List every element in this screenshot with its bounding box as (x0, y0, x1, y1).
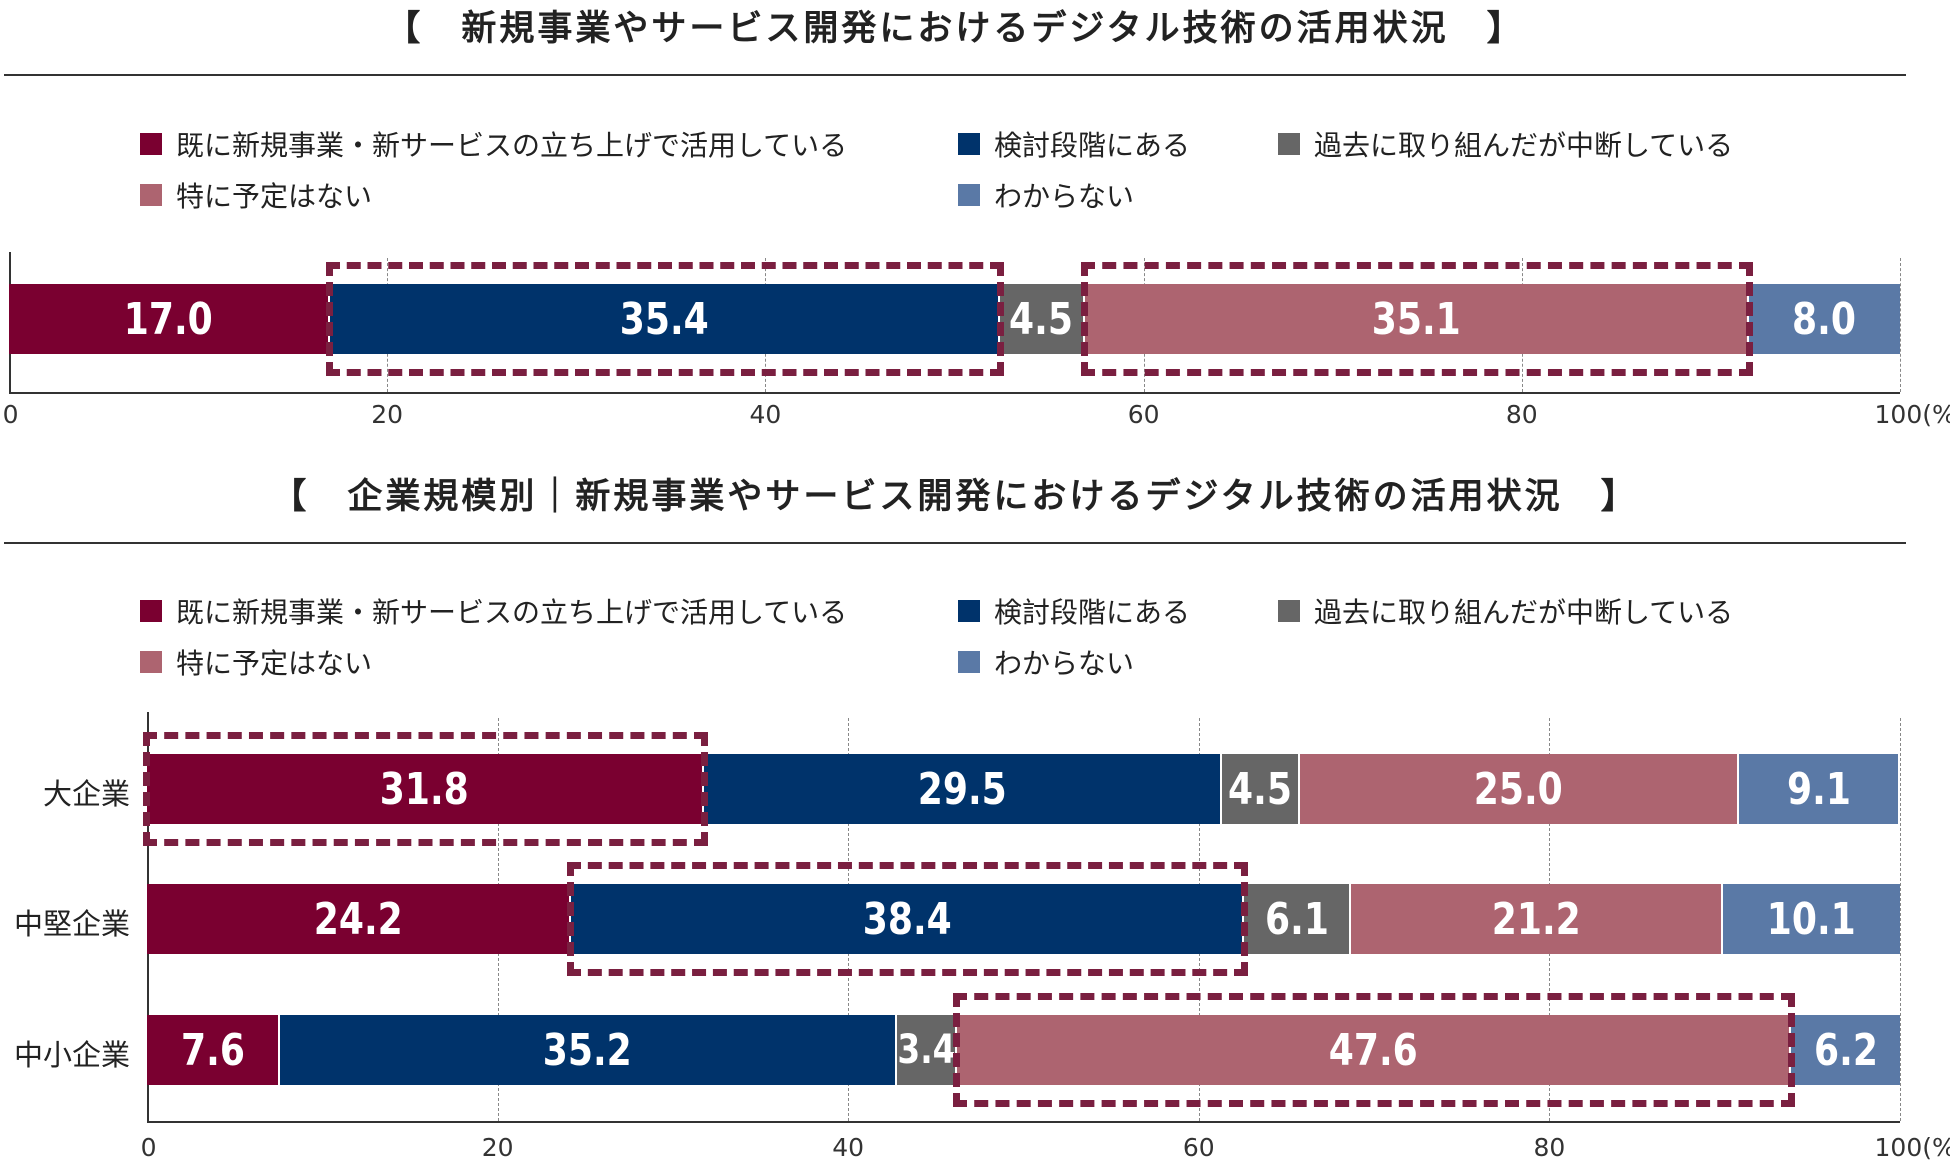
legend-item: 過去に取り組んだが中断している (1278, 124, 1733, 164)
x-tick-label: 60 (1182, 1133, 1215, 1162)
legend-label: 特に予定はない (176, 647, 373, 680)
legend-swatch (140, 651, 162, 673)
bar-segment: 17.0 (9, 284, 331, 354)
x-tick-label: 20 (371, 400, 404, 429)
gridline (1900, 258, 1901, 392)
bar-segment: 6.1 (1244, 884, 1352, 954)
data-label: 38.4 (862, 893, 952, 945)
chart-title: 【 新規事業やサービス開発におけるデジタル技術の活用状況 】 (385, 9, 1525, 49)
bar-segment: 25.0 (1300, 754, 1739, 824)
title-divider (4, 74, 1906, 76)
data-label: 29.5 (917, 763, 1007, 815)
data-label: 6.2 (1813, 1024, 1878, 1076)
bar-segment: 38.4 (571, 884, 1245, 954)
legend-label: 特に予定はない (176, 180, 373, 213)
data-label: 4.5 (1228, 763, 1292, 815)
legend-swatch (140, 600, 162, 622)
bar-segment: 29.5 (704, 754, 1222, 824)
category-label: 中小企業 (13, 1038, 130, 1072)
category-label: 大企業 (42, 777, 130, 811)
bar-segment: 4.5 (999, 284, 1085, 354)
data-label: 35.4 (619, 293, 709, 345)
legend-swatch (958, 133, 980, 155)
data-label: 31.8 (380, 763, 470, 815)
legend-label: わからない (994, 647, 1135, 680)
category-label: 中堅企業 (13, 907, 130, 941)
legend-label: わからない (994, 180, 1135, 213)
bar-segment: 8.0 (1748, 284, 1900, 354)
bar-segment: 47.6 (956, 1015, 1792, 1085)
chart-title: 【 企業規模別｜新規事業やサービス開発におけるデジタル技術の活用状況 】 (271, 477, 1639, 517)
legend-swatch (140, 133, 162, 155)
bar-segment: 10.1 (1722, 884, 1900, 954)
legend-item: わからない (958, 175, 1134, 215)
bar-segment: 6.2 (1791, 1015, 1900, 1085)
bar-segment: 4.5 (1221, 754, 1301, 824)
legend-item: わからない (958, 642, 1134, 682)
data-label: 25.0 (1474, 763, 1564, 815)
legend-item: 既に新規事業・新サービスの立ち上げで活用している (140, 591, 847, 631)
data-label: 10.1 (1766, 893, 1856, 945)
x-axis-line (9, 392, 1900, 394)
legend-item: 検討段階にある (958, 124, 1190, 164)
x-tick-label: 40 (832, 1133, 865, 1162)
x-tick-label: 20 (481, 1133, 514, 1162)
legend-label: 検討段階にある (994, 596, 1191, 629)
legend-swatch (958, 184, 980, 206)
data-label: 35.1 (1371, 293, 1461, 345)
legend-item: 特に予定はない (140, 642, 372, 682)
x-tick-label: 80 (1533, 1133, 1566, 1162)
bar-segment: 31.8 (147, 754, 705, 824)
bar-segment: 9.1 (1738, 754, 1899, 824)
bar-segment: 35.4 (330, 284, 1000, 354)
x-tick-label: 60 (1127, 400, 1160, 429)
legend-label: 既に新規事業・新サービスの立ち上げで活用している (176, 129, 848, 162)
data-label: 3.4 (897, 1027, 956, 1073)
x-tick-label: 100(%) (1874, 400, 1950, 429)
data-label: 4.5 (1009, 293, 1074, 345)
gridline (1900, 718, 1901, 1121)
bar-segment: 7.6 (147, 1015, 281, 1085)
data-label: 9.1 (1786, 763, 1851, 815)
legend-label: 過去に取り組んだが中断している (1314, 129, 1734, 162)
data-label: 17.0 (124, 293, 214, 345)
legend-item: 検討段階にある (958, 591, 1190, 631)
x-tick-label: 100(%) (1874, 1133, 1950, 1162)
legend-swatch (140, 184, 162, 206)
x-tick-label: 80 (1505, 400, 1538, 429)
legend-item: 過去に取り組んだが中断している (1278, 591, 1733, 631)
legend-swatch (1278, 600, 1300, 622)
legend-item: 既に新規事業・新サービスの立ち上げで活用している (140, 124, 847, 164)
x-tick-label: 0 (140, 1133, 157, 1162)
bar-segment: 21.2 (1351, 884, 1723, 954)
legend-label: 検討段階にある (994, 129, 1191, 162)
x-tick-label: 0 (2, 400, 19, 429)
bar-segment: 35.2 (280, 1015, 898, 1085)
legend-item: 特に予定はない (140, 175, 372, 215)
data-label: 35.2 (543, 1024, 633, 1076)
bar-segment: 24.2 (147, 884, 572, 954)
x-tick-label: 40 (749, 400, 782, 429)
data-label: 47.6 (1328, 1024, 1418, 1076)
bar-segment: 35.1 (1084, 284, 1749, 354)
data-label: 7.6 (180, 1024, 245, 1076)
title-divider (4, 542, 1906, 544)
legend-label: 過去に取り組んだが中断している (1314, 596, 1734, 629)
legend-swatch (1278, 133, 1300, 155)
data-label: 24.2 (313, 893, 403, 945)
x-axis-line (147, 1121, 1900, 1123)
data-label: 8.0 (1792, 293, 1857, 345)
legend-label: 既に新規事業・新サービスの立ち上げで活用している (176, 596, 848, 629)
legend-swatch (958, 600, 980, 622)
bar-segment: 3.4 (897, 1015, 957, 1085)
data-label: 6.1 (1264, 893, 1329, 945)
legend-swatch (958, 651, 980, 673)
data-label: 21.2 (1491, 893, 1581, 945)
